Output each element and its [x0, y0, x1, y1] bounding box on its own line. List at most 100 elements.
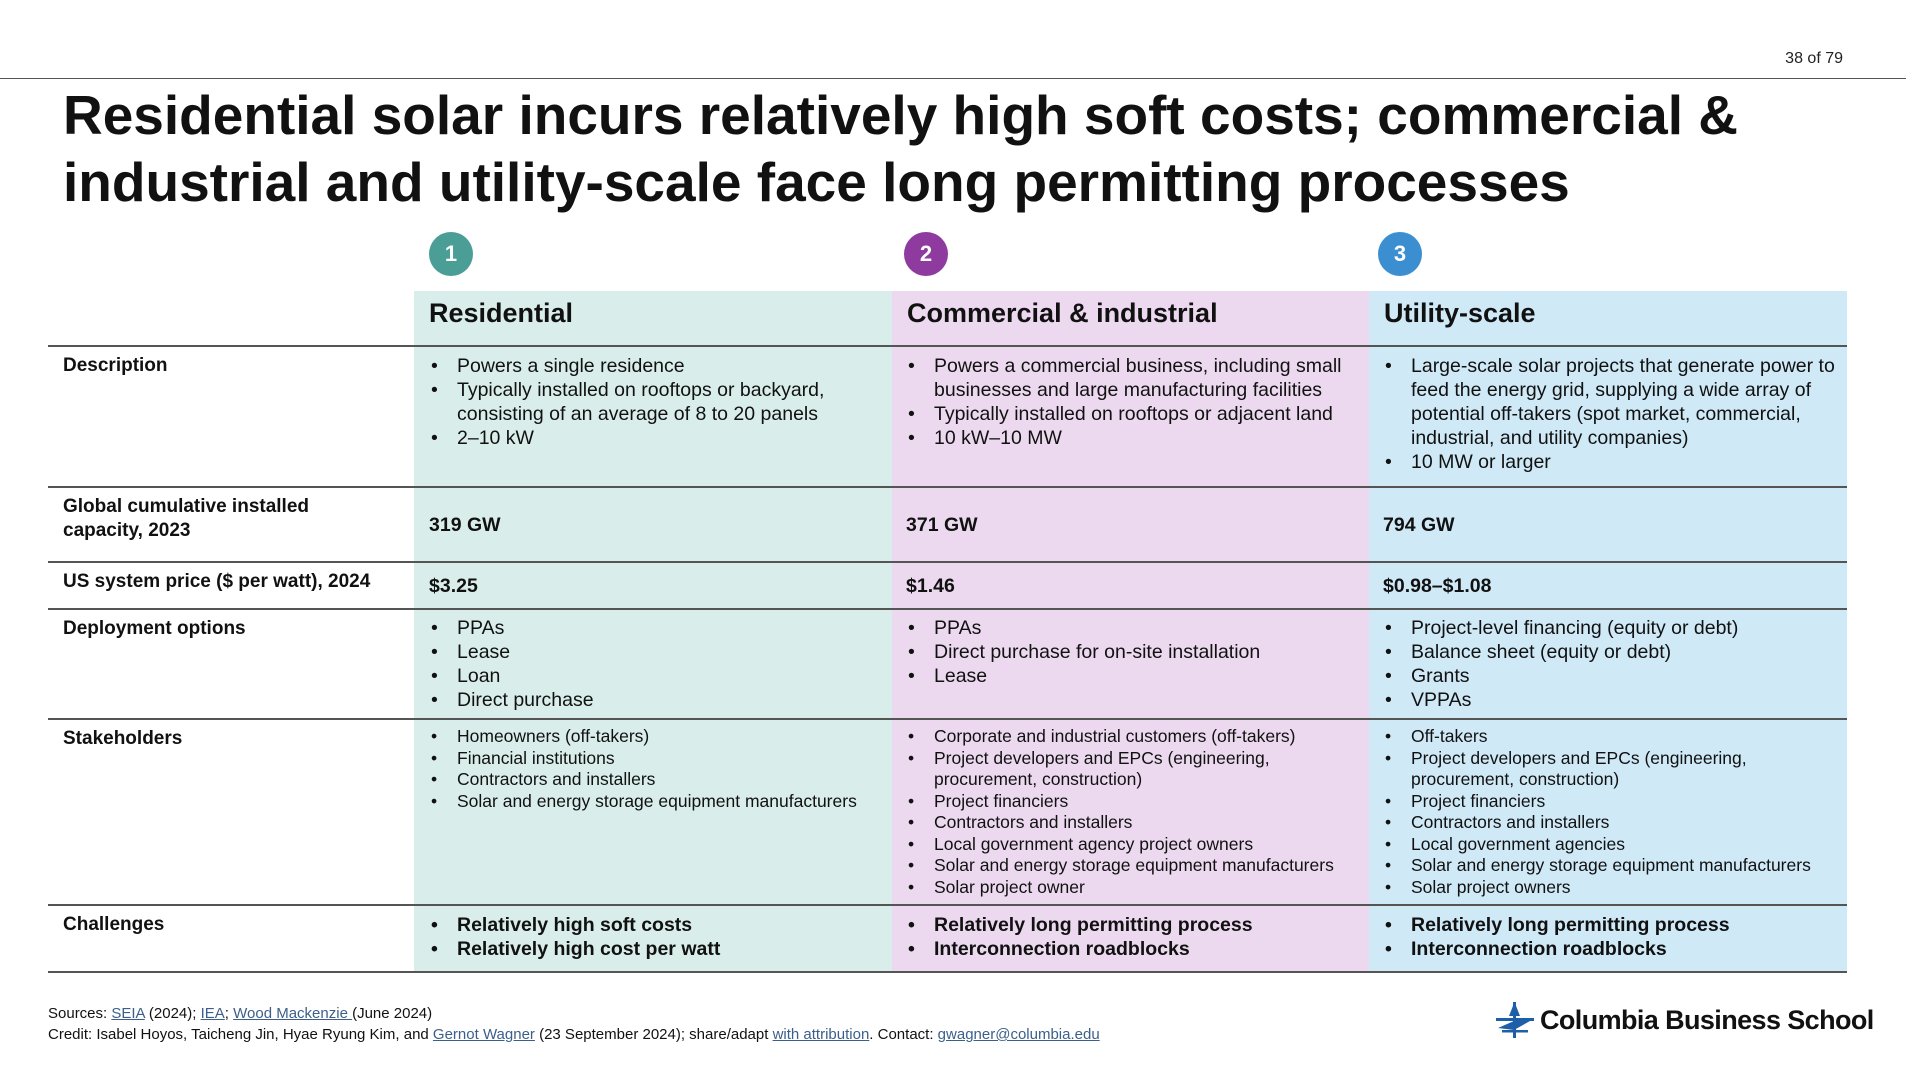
credit-line: Credit: Isabel Hoyos, Taicheng Jin, Hyae… — [48, 1024, 1100, 1045]
list-item: Local government agency project owners — [906, 834, 1366, 856]
deployment-residential: PPAsLeaseLoanDirect purchase — [429, 616, 884, 712]
bullet-list: Off-takersProject developers and EPCs (e… — [1383, 726, 1843, 898]
header-commercial: Commercial & industrial — [907, 298, 1218, 328]
bullet-list: Powers a single residenceTypically insta… — [429, 354, 884, 450]
author-link[interactable]: Gernot Wagner — [432, 1026, 535, 1043]
capacity-utility: 794 GW — [1383, 514, 1455, 536]
logo-text: Columbia Business School — [1540, 1004, 1874, 1035]
wood-mackenzie-link[interactable]: Wood Mackenzie — [233, 1005, 353, 1022]
list-item: Relatively high cost per watt — [429, 937, 884, 961]
list-item: Relatively long permitting process — [1383, 913, 1838, 937]
capacity-residential: 319 GW — [429, 514, 501, 536]
list-item: Financial institutions — [429, 748, 889, 770]
stakeholders-residential: Homeowners (off-takers)Financial institu… — [429, 726, 889, 812]
list-item: Direct purchase — [429, 688, 884, 712]
list-item: Interconnection roadblocks — [1383, 937, 1838, 961]
row-divider — [48, 904, 1847, 906]
list-item: Solar project owners — [1383, 877, 1843, 899]
wood-date: (June 2024) — [352, 1005, 433, 1022]
list-item: Interconnection roadblocks — [906, 937, 1361, 961]
row-divider — [48, 608, 1847, 610]
seia-link[interactable]: SEIA — [111, 1005, 145, 1022]
price-commercial: $1.46 — [906, 575, 955, 597]
list-item: Off-takers — [1383, 726, 1843, 748]
list-item: Solar and energy storage equipment manuf… — [906, 855, 1366, 877]
credit-mid: (23 September 2024); share/adapt — [534, 1026, 773, 1043]
list-item: Lease — [429, 640, 884, 664]
row-label-capacity: Global cumulative installed capacity, 20… — [63, 496, 310, 541]
list-item: Large-scale solar projects that generate… — [1383, 354, 1838, 450]
challenges-residential: Relatively high soft costsRelatively hig… — [429, 913, 884, 961]
attribution-link[interactable]: with attribution — [772, 1026, 870, 1043]
header-utility: Utility-scale — [1384, 298, 1536, 328]
list-item: Project financiers — [906, 791, 1366, 813]
list-item: Contractors and installers — [429, 769, 889, 791]
list-item: Relatively high soft costs — [429, 913, 884, 937]
list-item: Project developers and EPCs (engineering… — [906, 748, 1366, 791]
list-item: Lease — [906, 664, 1361, 688]
sources-prefix: Sources: — [48, 1005, 112, 1022]
bullet-list: Relatively long permitting processInterc… — [906, 913, 1361, 961]
sources-separator: ; — [224, 1005, 234, 1022]
price-utility: $0.98–$1.08 — [1383, 575, 1492, 597]
price-residential: $3.25 — [429, 575, 478, 597]
list-item: Contractors and installers — [1383, 812, 1843, 834]
email-link[interactable]: gwagner@columbia.edu — [937, 1026, 1100, 1043]
list-item: 10 MW or larger — [1383, 450, 1838, 474]
bullet-list: Relatively high soft costsRelatively hig… — [429, 913, 884, 961]
list-item: Local government agencies — [1383, 834, 1843, 856]
sources-line: Sources: SEIA (2024); IEA; Wood Mackenzi… — [48, 1003, 1100, 1024]
description-residential: Powers a single residenceTypically insta… — [429, 354, 884, 450]
list-item: Powers a commercial business, including … — [906, 354, 1361, 402]
list-item: Solar and energy storage equipment manuf… — [1383, 855, 1843, 877]
capacity-commercial: 371 GW — [906, 514, 978, 536]
page-title: Residential solar incurs relatively high… — [63, 84, 1739, 213]
list-item: Corporate and industrial customers (off-… — [906, 726, 1366, 748]
row-divider — [48, 971, 1847, 973]
list-item: PPAs — [429, 616, 884, 640]
challenges-utility: Relatively long permitting processInterc… — [1383, 913, 1838, 961]
row-label-description: Description — [63, 355, 168, 376]
credit-prefix: Credit: Isabel Hoyos, Taicheng Jin, Hyae… — [48, 1026, 433, 1043]
list-item: 10 kW–10 MW — [906, 426, 1361, 450]
row-divider — [48, 561, 1847, 563]
bullet-list: PPAsDirect purchase for on-site installa… — [906, 616, 1361, 688]
row-label-stakeholders: Stakeholders — [63, 728, 183, 749]
list-item: Solar and energy storage equipment manuf… — [429, 791, 889, 813]
cbs-crown-logo-icon — [1496, 1002, 1534, 1038]
list-item: Typically installed on rooftops or adjac… — [906, 402, 1361, 426]
list-item: Project-level financing (equity or debt) — [1383, 616, 1838, 640]
header-residential: Residential — [429, 298, 574, 328]
list-item: PPAs — [906, 616, 1361, 640]
description-utility: Large-scale solar projects that generate… — [1383, 354, 1838, 474]
iea-link[interactable]: IEA — [200, 1005, 225, 1022]
badge-1: 1 — [429, 232, 473, 276]
list-item: Balance sheet (equity or debt) — [1383, 640, 1838, 664]
list-item: Project financiers — [1383, 791, 1843, 813]
list-item: Relatively long permitting process — [906, 913, 1361, 937]
list-item: Project developers and EPCs (engineering… — [1383, 748, 1843, 791]
stakeholders-utility: Off-takersProject developers and EPCs (e… — [1383, 726, 1843, 898]
page-number: 38 of 79 — [1785, 50, 1843, 67]
badge-2: 2 — [904, 232, 948, 276]
top-rule — [0, 78, 1906, 79]
row-label-challenges: Challenges — [63, 914, 165, 935]
list-item: Loan — [429, 664, 884, 688]
list-item: Contractors and installers — [906, 812, 1366, 834]
row-label-deployment: Deployment options — [63, 618, 246, 639]
bullet-list: PPAsLeaseLoanDirect purchase — [429, 616, 884, 712]
contact-prefix: . Contact: — [869, 1026, 938, 1043]
row-divider — [48, 486, 1847, 488]
deployment-commercial: PPAsDirect purchase for on-site installa… — [906, 616, 1361, 688]
challenges-commercial: Relatively long permitting processInterc… — [906, 913, 1361, 961]
row-label-price: US system price ($ per watt), 2024 — [63, 571, 371, 592]
badge-3: 3 — [1378, 232, 1422, 276]
row-divider — [48, 345, 1847, 347]
list-item: Grants — [1383, 664, 1838, 688]
list-item: Homeowners (off-takers) — [429, 726, 889, 748]
bullet-list: Corporate and industrial customers (off-… — [906, 726, 1366, 898]
columbia-business-school-logo: Columbia Business School — [1494, 1000, 1874, 1040]
list-item: Powers a single residence — [429, 354, 884, 378]
stakeholders-commercial: Corporate and industrial customers (off-… — [906, 726, 1366, 898]
list-item: 2–10 kW — [429, 426, 884, 450]
